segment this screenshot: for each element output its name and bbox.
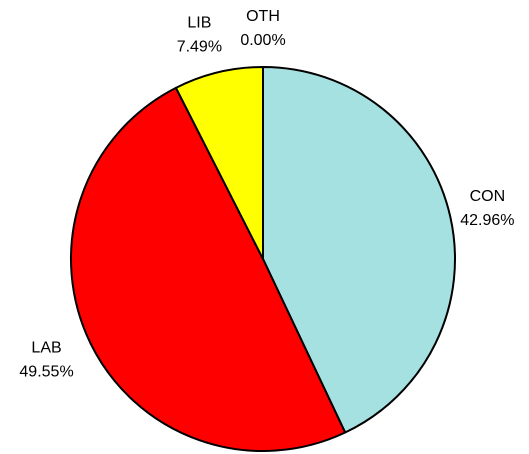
slice-label: CON [470,188,506,205]
slice-label: LAB [31,340,61,357]
slice-label: LIB [187,15,211,32]
pie-slice [70,86,347,452]
slice-value-label: 7.49% [177,39,222,56]
slice-value-label: 0.00% [240,32,285,49]
pie-slice [262,66,456,434]
slice-label: OTH [246,8,280,25]
slice-value-label: 42.96% [460,212,514,229]
slice-value-label: 49.55% [19,364,73,381]
